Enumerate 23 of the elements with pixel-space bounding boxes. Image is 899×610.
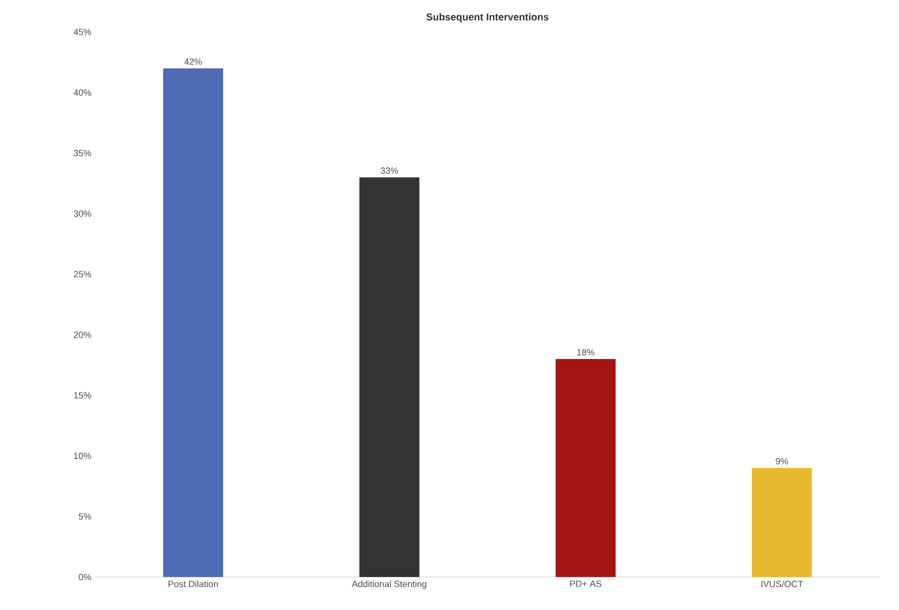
data-label: 9% <box>776 458 788 464</box>
y-tick-label: 10% <box>74 452 92 460</box>
x-tick-label: IVUS/OCT <box>761 580 803 588</box>
x-tick-label: PD+ AS <box>570 580 602 587</box>
y-tick-label: 5% <box>78 513 92 520</box>
y-tick-label: 35% <box>74 150 92 156</box>
bar <box>359 177 420 577</box>
y-tick-label: 30% <box>74 210 92 217</box>
y-tick-label: 25% <box>74 271 92 278</box>
y-tick-label: 0% <box>78 574 92 580</box>
bar <box>556 358 616 577</box>
data-label: 42% <box>184 58 202 65</box>
y-tick-label: 20% <box>74 332 92 338</box>
data-label: 18% <box>577 349 594 356</box>
chart-title: Subsequent Interventions <box>426 13 548 22</box>
y-tick-label: 45% <box>74 28 92 36</box>
data-label: 33% <box>380 167 398 174</box>
bar <box>752 468 812 577</box>
x-tick-label: Post Dilation <box>168 580 218 588</box>
x-tick-label: Additional Stenting <box>352 580 426 589</box>
bar <box>163 68 224 577</box>
y-tick-label: 40% <box>74 89 92 96</box>
y-tick-label: 15% <box>74 392 92 398</box>
